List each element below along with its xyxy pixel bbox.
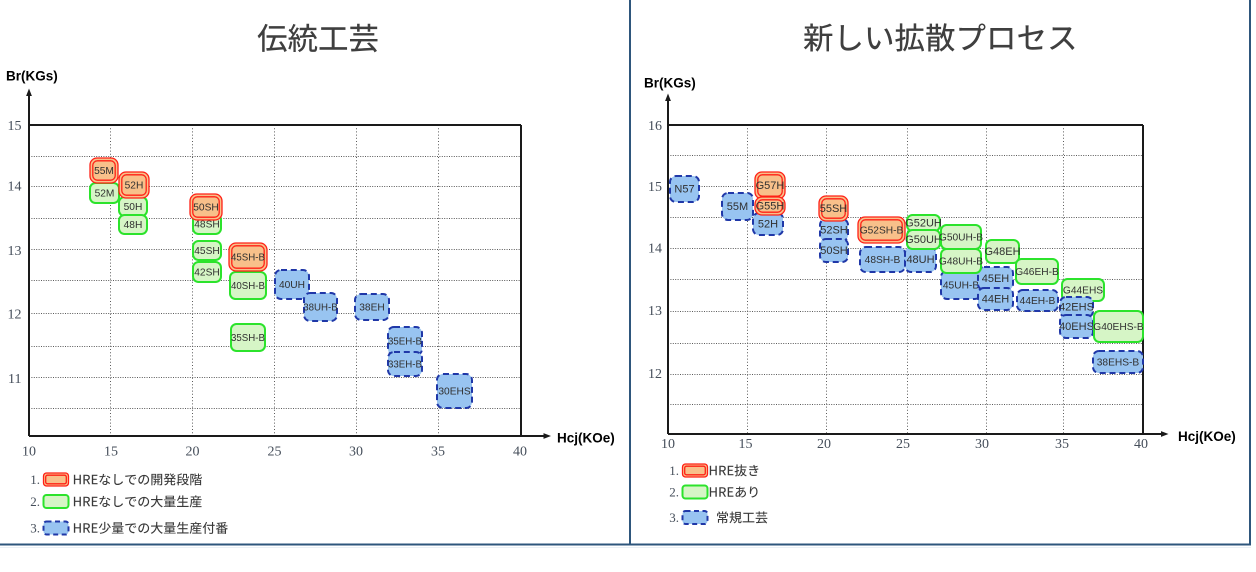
svg-text:42SH: 42SH [194, 267, 219, 278]
svg-text:35SH-B: 35SH-B [231, 333, 265, 344]
svg-text:40: 40 [513, 445, 527, 460]
svg-text:3.: 3. [30, 520, 40, 535]
svg-text:G52UH: G52UH [905, 217, 942, 229]
svg-text:55M: 55M [727, 201, 748, 213]
svg-text:48UH: 48UH [906, 254, 934, 266]
svg-text:45EH: 45EH [982, 273, 1010, 285]
svg-text:15: 15 [739, 437, 753, 452]
svg-text:12: 12 [648, 367, 662, 382]
svg-text:20: 20 [817, 437, 831, 452]
svg-text:G57H: G57H [756, 180, 785, 192]
svg-text:38UH-B: 38UH-B [303, 302, 337, 313]
svg-text:20: 20 [186, 445, 200, 460]
svg-text:52SH: 52SH [820, 224, 848, 236]
svg-text:13: 13 [648, 304, 662, 319]
svg-text:G40EHS-B: G40EHS-B [1093, 322, 1144, 333]
svg-text:G55H: G55H [756, 200, 785, 212]
svg-text:50SH: 50SH [193, 202, 218, 213]
svg-text:10: 10 [661, 437, 675, 452]
svg-text:G50UH: G50UH [905, 234, 942, 246]
svg-text:45SH-B: 45SH-B [231, 252, 265, 263]
svg-text:N57: N57 [674, 183, 694, 195]
svg-text:Br(KGs): Br(KGs) [6, 69, 58, 84]
svg-text:G46EH-B: G46EH-B [1015, 267, 1059, 278]
svg-text:14: 14 [8, 180, 22, 195]
svg-text:40: 40 [1134, 437, 1148, 452]
svg-text:48SH: 48SH [194, 219, 219, 230]
svg-text:30: 30 [349, 445, 363, 460]
svg-text:35: 35 [431, 445, 445, 460]
svg-text:48H: 48H [124, 220, 143, 231]
svg-text:42EHS: 42EHS [1059, 301, 1094, 313]
svg-text:48SH-B: 48SH-B [865, 255, 901, 266]
svg-text:25: 25 [896, 437, 910, 452]
svg-text:G44EHS: G44EHS [1063, 285, 1103, 296]
svg-text:40UH: 40UH [279, 280, 305, 291]
svg-text:12: 12 [8, 307, 22, 322]
svg-text:44EH: 44EH [982, 293, 1010, 305]
svg-text:30EHS: 30EHS [438, 386, 470, 397]
svg-text:1.: 1. [669, 463, 679, 478]
svg-text:35: 35 [1055, 437, 1069, 452]
svg-text:15: 15 [8, 119, 22, 134]
svg-text:25: 25 [268, 445, 282, 460]
svg-text:45UH-B: 45UH-B [943, 280, 979, 291]
svg-text:15: 15 [648, 180, 662, 195]
svg-text:40EHS: 40EHS [1059, 321, 1094, 333]
svg-text:38EH: 38EH [359, 302, 384, 313]
svg-text:3.: 3. [669, 510, 679, 525]
svg-text:11: 11 [8, 372, 21, 387]
svg-text:1.: 1. [30, 472, 40, 487]
svg-text:G50UH-B: G50UH-B [939, 232, 983, 243]
svg-text:45SH: 45SH [194, 246, 219, 257]
svg-text:38EHS-B: 38EHS-B [1097, 357, 1140, 368]
svg-text:30: 30 [975, 437, 989, 452]
svg-text:2.: 2. [30, 494, 40, 509]
svg-text:G48EH: G48EH [984, 246, 1020, 258]
svg-text:2.: 2. [669, 484, 679, 499]
svg-text:16: 16 [648, 119, 662, 134]
svg-text:14: 14 [648, 242, 662, 257]
svg-text:G48UH-B: G48UH-B [939, 256, 983, 267]
svg-text:50H: 50H [124, 202, 143, 213]
svg-text:55M: 55M [94, 166, 114, 177]
svg-text:10: 10 [22, 445, 36, 460]
svg-text:33EH-B: 33EH-B [388, 359, 422, 370]
svg-text:52H: 52H [758, 218, 778, 230]
svg-text:G52SH-B: G52SH-B [860, 225, 904, 236]
svg-text:35EH-B: 35EH-B [388, 336, 422, 347]
svg-text:50SH: 50SH [820, 245, 848, 257]
svg-text:13: 13 [8, 244, 22, 259]
svg-text:Hcj(KOe): Hcj(KOe) [557, 431, 615, 446]
svg-text:52H: 52H [125, 180, 144, 191]
svg-text:Hcj(KOe): Hcj(KOe) [1178, 429, 1236, 444]
svg-text:44EH-B: 44EH-B [1020, 296, 1056, 307]
svg-text:55SH: 55SH [820, 203, 848, 215]
svg-text:15: 15 [104, 445, 118, 460]
svg-text:52M: 52M [95, 188, 115, 199]
svg-text:Br(KGs): Br(KGs) [644, 75, 696, 90]
svg-text:40SH-B: 40SH-B [231, 281, 265, 292]
